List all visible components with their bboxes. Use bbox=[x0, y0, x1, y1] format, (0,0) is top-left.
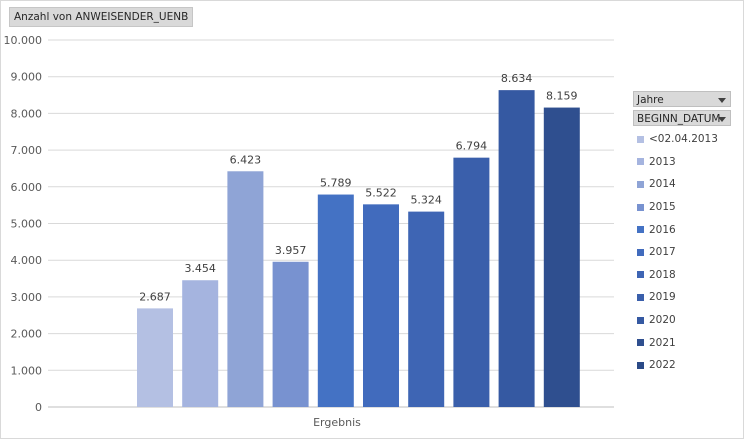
legend-swatch bbox=[637, 203, 644, 211]
legend-item[interactable]: 2019 bbox=[637, 286, 718, 309]
bar-2018[interactable] bbox=[408, 211, 445, 407]
legend-item[interactable]: 2014 bbox=[637, 173, 718, 196]
data-label: 3.454 bbox=[184, 262, 216, 275]
data-label: 3.957 bbox=[275, 244, 307, 257]
y-tick-label: 3.000 bbox=[11, 291, 43, 304]
legend-item[interactable]: <02.04.2013 bbox=[637, 128, 718, 151]
field-button-jahre-label: Jahre bbox=[637, 94, 664, 106]
legend-swatch bbox=[637, 135, 644, 143]
y-tick-label: 8.000 bbox=[11, 107, 43, 120]
legend-label: 2019 bbox=[649, 291, 676, 304]
y-tick-label: 1.000 bbox=[11, 364, 43, 377]
data-label: 8.634 bbox=[501, 72, 533, 85]
data-label: 8.159 bbox=[546, 90, 578, 103]
y-tick-label: 5.000 bbox=[11, 218, 43, 231]
legend-item[interactable]: 2013 bbox=[637, 151, 718, 174]
legend-item[interactable]: 2018 bbox=[637, 264, 718, 287]
legend: <02.04.2013 2013 2014 2015 2016 2017 2018 2019 2… bbox=[637, 128, 718, 377]
legend-swatch bbox=[637, 339, 644, 347]
data-label: 6.794 bbox=[456, 140, 488, 153]
legend-item[interactable]: 2022 bbox=[637, 354, 718, 377]
y-axis-ticks: 0 1.000 2.000 3.000 4.000 5.000 6.000 7.000 8.00… bbox=[4, 34, 43, 414]
legend-swatch bbox=[637, 158, 644, 166]
y-tick-label: 6.000 bbox=[11, 181, 43, 194]
legend-label: 2017 bbox=[649, 246, 676, 259]
field-button-beginn-datum-label: BEGINN_DATUM bbox=[637, 113, 721, 125]
y-tick-label: 9.000 bbox=[11, 71, 43, 84]
y-tick-label: 7.000 bbox=[11, 144, 43, 157]
field-button-beginn-datum[interactable]: BEGINN_DATUM bbox=[633, 110, 731, 126]
legend-item[interactable]: 2016 bbox=[637, 218, 718, 241]
legend-label: 2021 bbox=[649, 336, 676, 349]
legend-item[interactable]: 2017 bbox=[637, 241, 718, 264]
bar-2015[interactable] bbox=[272, 261, 309, 407]
bar-2021[interactable] bbox=[543, 107, 580, 407]
bar-2014[interactable] bbox=[227, 171, 264, 407]
value-field-button[interactable]: Anzahl von ANWEISENDER_UENB bbox=[9, 7, 194, 27]
data-labels: 2.687 3.454 6.423 3.957 5.789 5.522 5.324 6.794… bbox=[139, 72, 577, 303]
y-tick-label: 4.000 bbox=[11, 254, 43, 267]
legend-swatch bbox=[637, 226, 644, 234]
bar-<02.04.2013[interactable] bbox=[137, 308, 173, 407]
field-button-jahre[interactable]: Jahre bbox=[633, 91, 731, 107]
legend-label: 2018 bbox=[649, 268, 676, 281]
legend-swatch bbox=[637, 271, 644, 279]
bar-2016[interactable] bbox=[317, 194, 354, 407]
bars bbox=[137, 90, 580, 407]
data-label: 2.687 bbox=[139, 290, 171, 303]
y-tick-label: 0 bbox=[35, 401, 42, 414]
bar-2013[interactable] bbox=[182, 280, 219, 407]
legend-swatch bbox=[637, 316, 644, 324]
y-tick-label: 2.000 bbox=[11, 328, 43, 341]
data-label: 5.522 bbox=[365, 186, 397, 199]
data-label: 6.423 bbox=[230, 153, 262, 166]
legend-label: 2016 bbox=[649, 223, 676, 236]
chevron-down-icon[interactable] bbox=[718, 117, 726, 122]
legend-label: 2020 bbox=[649, 314, 676, 327]
legend-label: 2014 bbox=[649, 178, 676, 191]
legend-swatch bbox=[637, 180, 644, 188]
legend-label: 2022 bbox=[649, 359, 676, 372]
legend-label: 2015 bbox=[649, 201, 676, 214]
legend-item[interactable]: 2021 bbox=[637, 331, 718, 354]
x-axis-categories: Ergebnis bbox=[313, 416, 361, 429]
chevron-down-icon[interactable] bbox=[718, 98, 726, 103]
y-tick-label: 10.000 bbox=[4, 34, 43, 47]
bar-2017[interactable] bbox=[363, 204, 399, 407]
legend-label: 2013 bbox=[649, 155, 676, 168]
legend-item[interactable]: 2015 bbox=[637, 196, 718, 219]
legend-label: <02.04.2013 bbox=[649, 133, 718, 146]
x-category-label: Ergebnis bbox=[313, 416, 361, 429]
data-label: 5.324 bbox=[410, 194, 442, 207]
legend-swatch bbox=[637, 293, 644, 301]
data-label: 5.789 bbox=[320, 177, 352, 190]
bar-2019[interactable] bbox=[453, 157, 490, 407]
bar-2020[interactable] bbox=[498, 90, 535, 407]
legend-swatch bbox=[637, 248, 644, 256]
legend-item[interactable]: 2020 bbox=[637, 309, 718, 332]
legend-swatch bbox=[637, 361, 644, 369]
